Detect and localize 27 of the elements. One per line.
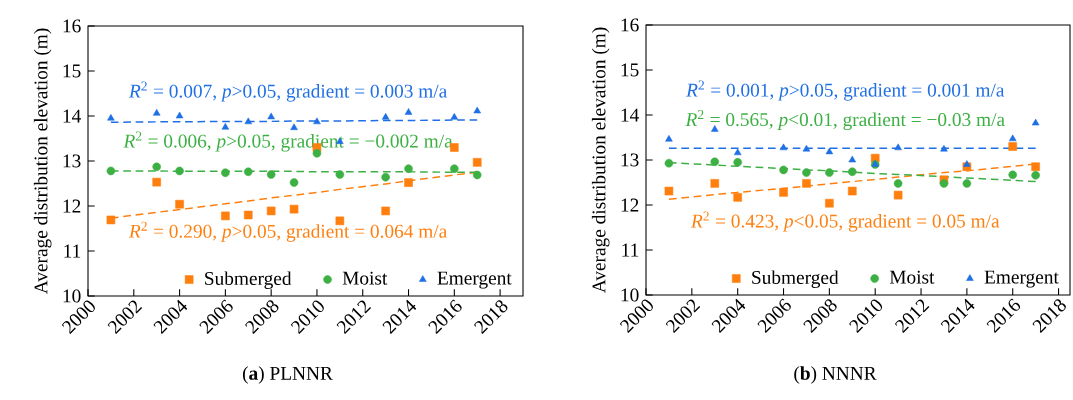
- annotation: R$^{2}$ = 0.423, p<0.05, gradient = 0.05 m/a: [690, 211, 1000, 232]
- y-tick-label: 13: [63, 154, 81, 168]
- legend-label: Moist: [889, 270, 935, 284]
- y-axis-title: Average distribution elevation (m): [591, 27, 610, 294]
- legend-label: Emergent: [984, 270, 1059, 288]
- y-tick-label: 13: [621, 153, 639, 167]
- annotation: R$^{2}$ = 0.001, p>0.05, gradient = 0.001 m/a: [686, 80, 1005, 101]
- y-tick-label: 11: [622, 243, 639, 257]
- y-tick-label: 14: [63, 109, 81, 123]
- legend-label: Emergent: [437, 271, 512, 289]
- legend-label: Submerged: [752, 270, 839, 288]
- annotation: R$^{2}$ = 0.290, p>0.05, gradient = 0.064 m/a: [128, 221, 447, 242]
- y-tick-label: 16: [63, 19, 81, 33]
- y-tick-label: 15: [63, 64, 81, 78]
- legend-label: Moist: [342, 271, 388, 285]
- y-tick-label: 11: [64, 244, 81, 258]
- annotation: R$^{2}$ = 0.565, p<0.01, gradient = −0.03 m/a: [685, 110, 1005, 131]
- y-tick-label: 15: [621, 63, 639, 77]
- y-tick-label: 12: [621, 198, 639, 212]
- y-tick-label: 14: [621, 108, 639, 122]
- y-axis-title: Average distribution elevation (m): [33, 28, 52, 295]
- y-tick-label: 12: [63, 199, 81, 213]
- text: (a) PLNNR: [242, 366, 333, 384]
- legend-label: Submerged: [205, 271, 292, 289]
- y-tick-label: 16: [621, 18, 639, 32]
- text: (b) NNNR: [794, 366, 877, 384]
- annotation: R$^{2}$ = 0.007, p>0.05, gradient = 0.003 m/a: [128, 81, 447, 102]
